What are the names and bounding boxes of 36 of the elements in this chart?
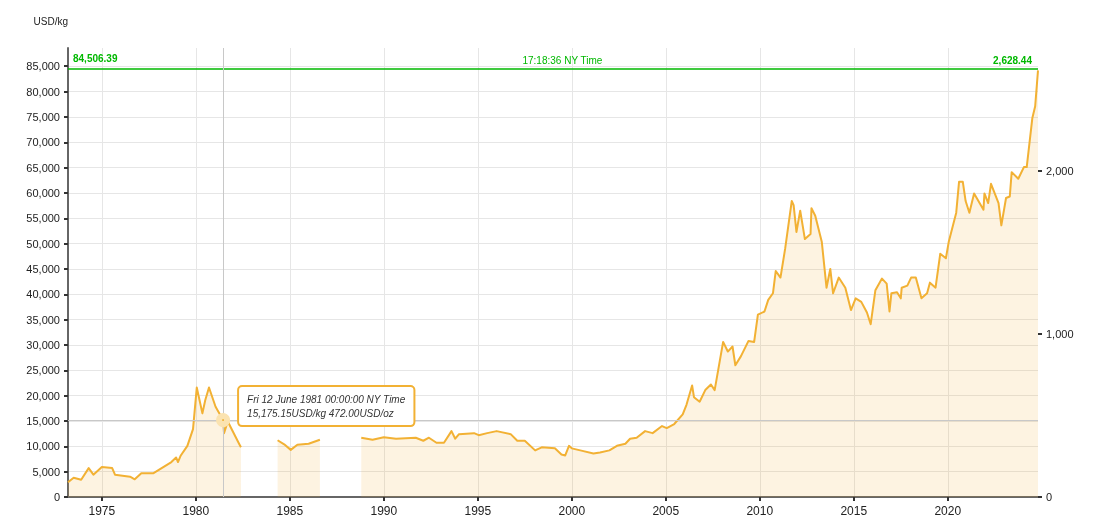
y-tick-label: 25,000 xyxy=(26,364,60,377)
x-tick-label: 2010 xyxy=(746,504,774,518)
x-tick-label: 1995 xyxy=(464,504,492,518)
y-tick-label: 0 xyxy=(53,491,60,503)
annotation: Fri 12 June 1981 00:00:00 NY Time 15,175.15USD/kg 472.00USD/oz xyxy=(247,393,406,419)
y-tick-label: 55,000 xyxy=(26,212,60,225)
y-tick-label: 75,000 xyxy=(26,110,60,123)
y-tick-label: 65,000 xyxy=(26,161,60,174)
y-tick-label: 70,000 xyxy=(26,136,60,149)
y-tick-label: 20,000 xyxy=(26,389,60,402)
y-tick-label: 40,000 xyxy=(26,288,60,301)
x-tick-label: 2000 xyxy=(558,504,586,518)
x-tick-label: 1990 xyxy=(370,504,398,518)
annotation: 17:18:36 NY Time xyxy=(522,55,603,67)
y-tick-label: 35,000 xyxy=(26,313,60,326)
x-tick-label: 2015 xyxy=(840,504,868,518)
y-tick-label: 5,000 xyxy=(32,465,60,478)
x-tick-label: 2020 xyxy=(934,504,962,518)
x-tick-label: 1985 xyxy=(276,504,304,518)
y-tick-label: 15,000 xyxy=(26,414,60,427)
annotation: 2,628.44 xyxy=(993,55,1033,67)
y2-tick-label: 0 xyxy=(1046,491,1053,503)
y-tick-label: 30,000 xyxy=(26,338,60,351)
y-tick-label: 10,000 xyxy=(26,440,60,453)
y-tick-label: 50,000 xyxy=(26,237,60,250)
y-tick-label: 80,000 xyxy=(26,85,60,98)
y-tick-label: 85,000 xyxy=(26,60,60,73)
ref-line-label: 84,506.39 xyxy=(73,53,118,65)
y-tick-label: 60,000 xyxy=(26,186,60,199)
y-tick-label: 45,000 xyxy=(26,262,60,275)
x-tick-label: 2005 xyxy=(652,504,680,518)
y2-tick-label: 2,000 xyxy=(1046,165,1074,178)
y-axis-title: USD/kg xyxy=(33,15,68,27)
x-tick-label: 1980 xyxy=(182,504,210,518)
x-tick-label: 1975 xyxy=(88,504,116,518)
y2-tick-label: 1,000 xyxy=(1046,328,1074,341)
